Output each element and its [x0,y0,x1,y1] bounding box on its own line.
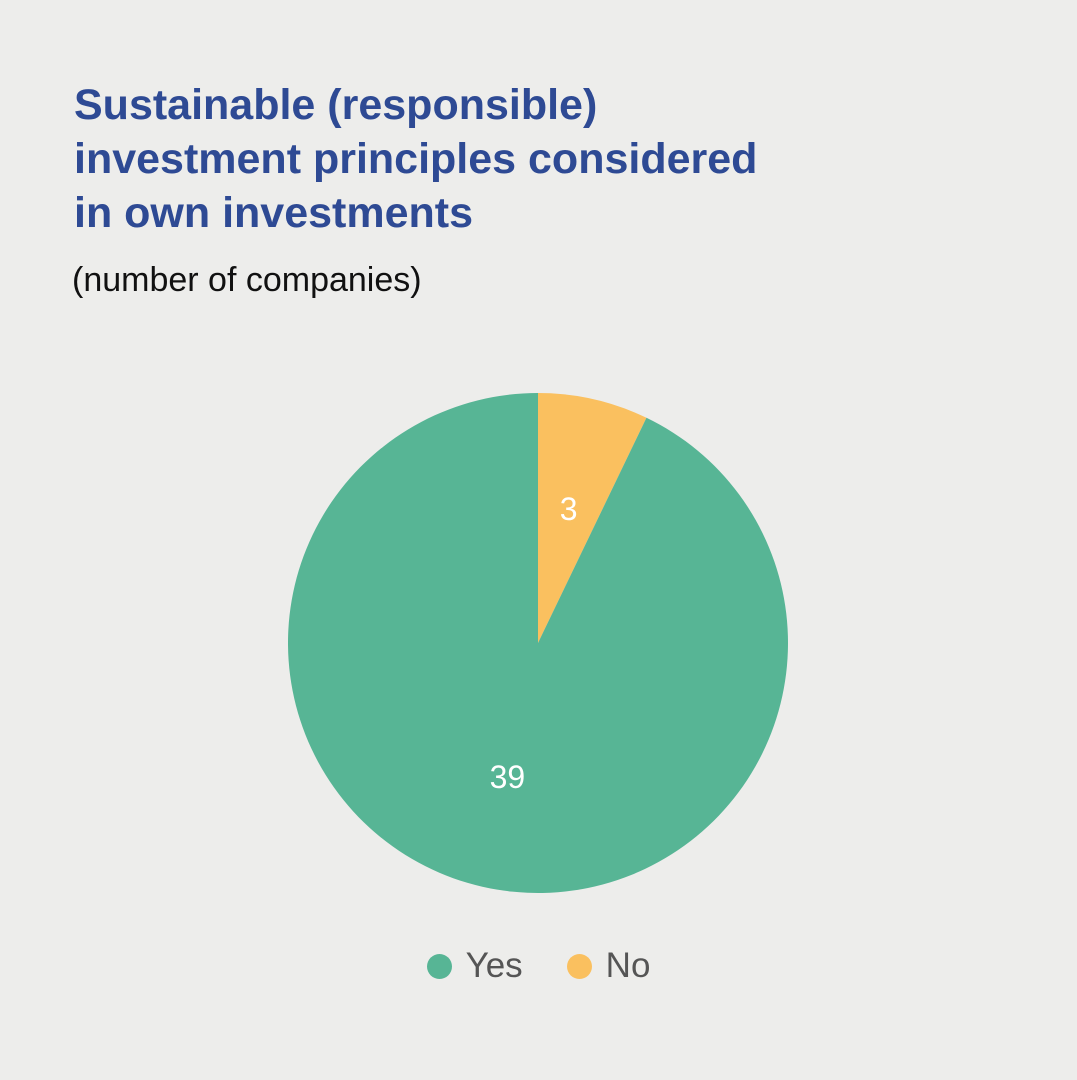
chart-subtitle: (number of companies) [72,261,422,299]
chart-title-line: Sustainable (responsible) [74,81,598,129]
legend-swatch-yes [426,953,452,979]
legend-label-no: No [605,946,651,985]
chart-legend: Yes No [0,940,1077,992]
legend-item-yes: Yes [426,946,523,986]
pie-slice-yes [287,393,788,894]
legend-item-no: No [566,946,651,986]
legend-swatch-no [566,953,592,979]
data-label-no: 3 [560,491,578,527]
chart-title: Sustainable (responsible) investment pri… [74,78,834,240]
chart-title-line: in own investments [74,189,474,237]
pie-slice-no [538,393,647,643]
data-label-yes: 39 [490,759,526,795]
chart-title-line: investment principles considered [74,135,758,183]
legend-label-yes: Yes [465,946,523,985]
